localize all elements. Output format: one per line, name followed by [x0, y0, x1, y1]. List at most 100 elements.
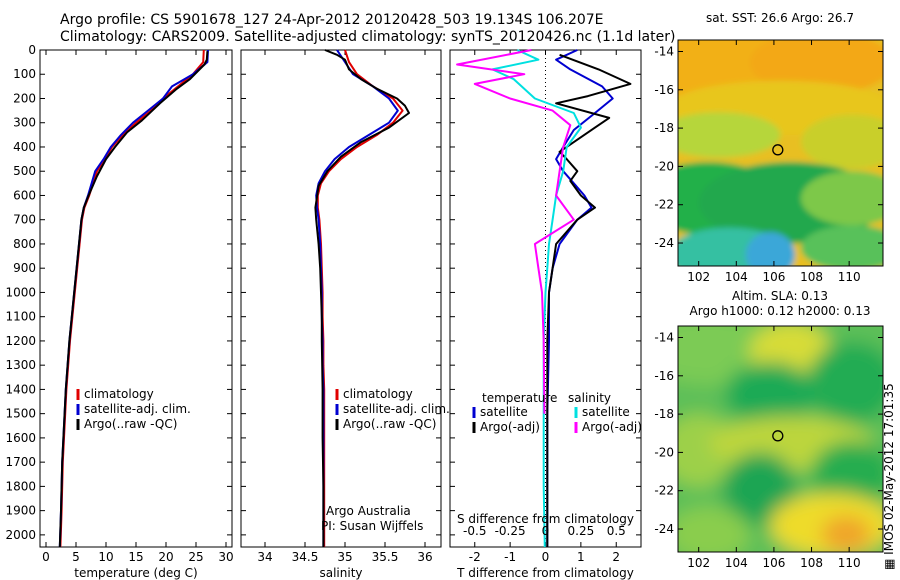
y-tick-label: 300	[13, 116, 36, 130]
x-tick-label: 20	[158, 550, 173, 564]
map-y-tick-label: -16	[654, 83, 674, 97]
y-tick-label: 400	[13, 140, 36, 154]
map-x-tick-label: 102	[687, 556, 710, 570]
imos-side-label: ▦ IMOS 02-May-2012 17:01:35	[882, 383, 900, 570]
x-tick-label: -2	[469, 550, 481, 564]
sla-map-field-blur	[678, 326, 883, 552]
imos-timestamp: IMOS 02-May-2012 17:01:35	[882, 383, 896, 555]
y-tick-label: 1500	[5, 407, 36, 421]
sla-map-title-line2: Argo h1000: 0.12 h2000: 0.13	[690, 304, 871, 318]
y-tick-label: 100	[13, 67, 36, 81]
x-tick-label: 35.5	[372, 550, 399, 564]
x-tick-label: 34.5	[292, 550, 319, 564]
map-x-tick-label: 108	[800, 556, 823, 570]
map-x-tick-label: 106	[762, 270, 785, 284]
y-tick-label: 1600	[5, 431, 36, 445]
sst-map-field	[678, 40, 883, 266]
y-tick-label: 600	[13, 188, 36, 202]
map-y-tick-label: -20	[654, 445, 674, 459]
legend-label: satellite-adj. clim.	[84, 402, 191, 416]
x-tick-label: 35	[337, 550, 352, 564]
x-tick-label: 15	[128, 550, 143, 564]
legend-label: satellite	[582, 405, 630, 419]
x-tick-label: 1	[577, 550, 585, 564]
x-tick-label: 30	[218, 550, 233, 564]
legend-label: Argo(-adj)	[582, 420, 642, 434]
legend-label: Argo(..raw -QC)	[84, 417, 177, 431]
series-line	[314, 49, 410, 547]
series-line	[58, 51, 209, 548]
imos-logo-icon: ▦	[882, 558, 896, 570]
map-panels: 102 104 106 108 110 -14 -16 -18 -20 -22 -24 sat. SS…	[654, 11, 884, 570]
map-y-tick-label: -20	[654, 159, 674, 173]
x-tick-label: 10	[98, 550, 113, 564]
x-tick-label: 2	[612, 550, 620, 564]
x-tick-label: 25	[188, 550, 203, 564]
y-tick-label: 1800	[5, 479, 36, 493]
field-blob	[821, 515, 871, 552]
sla-map-frame	[677, 325, 884, 553]
profile-panels: 0 5 10 15 20 25 300100200300400500600700800900…	[5, 43, 641, 580]
y-tick-label: 1000	[5, 285, 36, 299]
y-tick-label: 1400	[5, 382, 36, 396]
x-tick-label: 0	[542, 550, 550, 564]
temperature-xlabel: temperature (deg C)	[74, 566, 197, 580]
map-y-tick-label: -24	[654, 236, 674, 250]
field-blob	[745, 232, 795, 266]
series-line	[456, 49, 575, 414]
salinity-axes-box	[240, 49, 442, 548]
figure-title-line1: Argo profile: CS 5901678_127 24-Apr-2012…	[60, 12, 604, 28]
legend-title-salinity: salinity	[568, 391, 611, 405]
salinity-panel: 34 34.5 35 35.5 36 salinity climatologysatelli…	[240, 49, 450, 580]
legend-label: satellite-adj. clim.	[343, 402, 450, 416]
map-x-tick-label: 102	[687, 270, 710, 284]
field-blob	[811, 441, 883, 505]
field-blob	[749, 40, 883, 95]
field-blob	[801, 171, 883, 226]
sst-map-frame	[677, 39, 884, 267]
sla-map-panel: 102 104 106 108 110 -14 -16 -18 -20 -22 -24 Altim. …	[654, 289, 884, 570]
argo-position-marker	[772, 144, 784, 156]
field-blob	[801, 225, 883, 266]
map-x-tick-label: 104	[725, 556, 748, 570]
y-tick-label: 800	[13, 237, 36, 251]
map-y-tick-label: -18	[654, 407, 674, 421]
x-tick-label: 0	[42, 550, 50, 564]
map-x-tick-label: 104	[725, 270, 748, 284]
figure-title-line2: Climatology: CARS2009. Satellite-adjuste…	[60, 29, 676, 45]
annotation-line2: PI: Susan Wijffels	[321, 519, 423, 533]
x-tick-label: 5	[72, 550, 80, 564]
map-y-tick-label: -24	[654, 522, 674, 536]
top-tick-label: -0.5	[463, 524, 486, 538]
legend-label: satellite	[480, 405, 528, 419]
salinity-xlabel: salinity	[319, 566, 362, 580]
y-tick-label: 1900	[5, 504, 36, 518]
sla-map-title-line1: Altim. SLA: 0.13	[732, 289, 828, 303]
legend-label: climatology	[84, 387, 154, 401]
field-blob	[725, 362, 816, 426]
y-tick-label: 700	[13, 213, 36, 227]
map-y-tick-label: -22	[654, 198, 674, 212]
x-tick-label: 34	[257, 550, 272, 564]
field-blob	[723, 452, 797, 525]
map-y-tick-label: -22	[654, 484, 674, 498]
y-tick-label: 0	[28, 43, 36, 57]
difference-top-label: S difference from climatology	[457, 512, 634, 526]
y-tick-label: 1200	[5, 334, 36, 348]
x-tick-label: -1	[504, 550, 516, 564]
annotation-line1: Argo Australia	[326, 504, 411, 518]
series-line	[546, 53, 632, 547]
field-blob	[678, 112, 781, 158]
map-y-tick-label: -16	[654, 369, 674, 383]
legend-label: Argo(-adj)	[480, 420, 540, 434]
sst-map-panel: 102 104 106 108 110 -14 -16 -18 -20 -22 -24 sat. SS…	[654, 11, 884, 284]
argo-position-marker	[772, 430, 784, 442]
field-blob	[807, 341, 883, 424]
legend-title-temperature: temperature	[482, 391, 557, 405]
sst-map-title: sat. SST: 26.6 Argo: 26.7	[706, 11, 854, 25]
map-y-tick-label: -14	[654, 330, 674, 344]
top-tick-label: -0.25	[495, 524, 526, 538]
top-tick-label: 0.5	[607, 524, 626, 538]
field-blob	[801, 114, 883, 169]
legend-label: Argo(..raw -QC)	[343, 417, 436, 431]
